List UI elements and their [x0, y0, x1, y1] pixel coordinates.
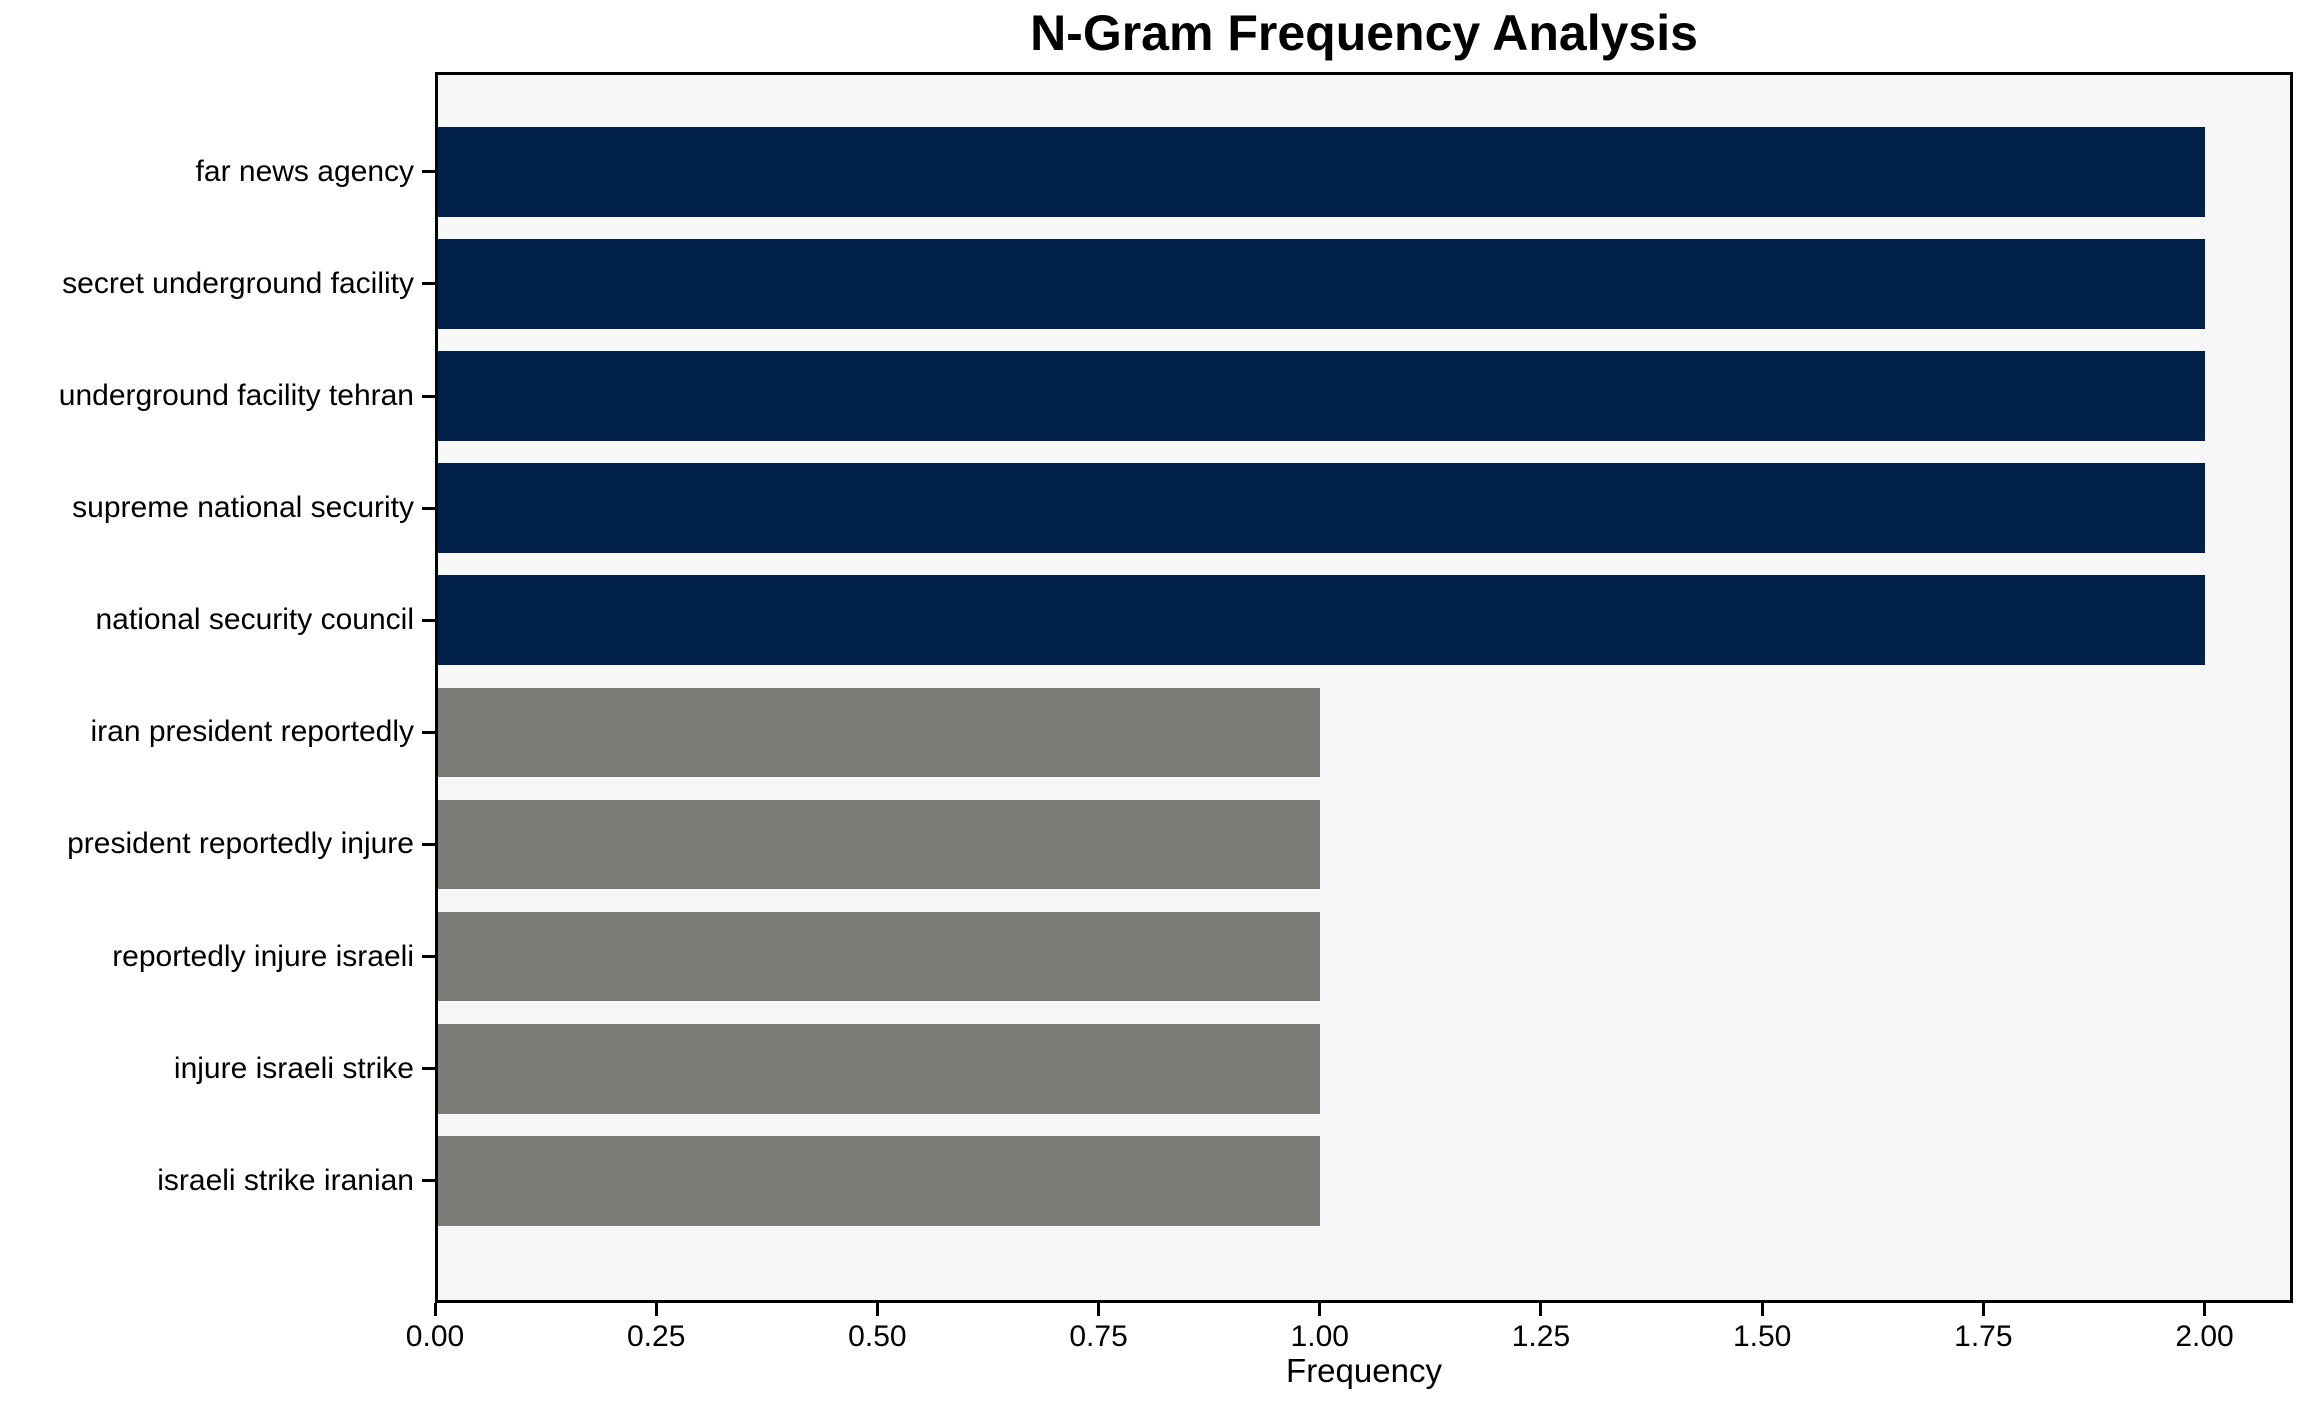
- x-tick-mark: [875, 1303, 879, 1316]
- y-tick-mark: [422, 394, 435, 398]
- bar: [435, 1135, 1320, 1226]
- bar: [435, 575, 2205, 666]
- bar: [435, 126, 2205, 217]
- x-tick-label: 0.50: [848, 1320, 907, 1353]
- x-tick-label: 1.00: [1290, 1320, 1349, 1353]
- y-tick-mark: [422, 1067, 435, 1071]
- y-tick-mark: [422, 170, 435, 174]
- y-tick-mark: [422, 730, 435, 734]
- y-tick-mark: [422, 506, 435, 510]
- x-tick-mark: [433, 1303, 437, 1316]
- x-tick-label: 1.75: [1954, 1320, 2013, 1353]
- bar: [435, 1023, 1320, 1114]
- y-tick-mark: [422, 842, 435, 846]
- x-tick-mark: [1539, 1303, 1543, 1316]
- y-tick-label: underground facility tehran: [58, 379, 414, 412]
- y-tick-label: reportedly injure israeli: [112, 939, 414, 973]
- x-tick-mark: [2203, 1303, 2207, 1316]
- y-tick-label: injure israeli strike: [173, 1051, 414, 1085]
- bar: [435, 911, 1320, 1002]
- x-tick-label: 1.25: [1511, 1320, 1571, 1353]
- bar: [435, 463, 2205, 553]
- y-tick-label: president reportedly injure: [67, 827, 414, 861]
- x-tick-mark: [1981, 1303, 1985, 1316]
- x-tick-label: 0.75: [1069, 1320, 1128, 1353]
- x-tick-label: 0.00: [405, 1320, 465, 1353]
- bar: [435, 351, 2205, 441]
- y-tick-mark: [422, 282, 435, 286]
- y-tick-label: iran president reportedly: [90, 715, 414, 749]
- x-tick-mark: [1318, 1303, 1322, 1316]
- x-tick-mark: [1097, 1303, 1101, 1316]
- chart-title: N-Gram Frequency Analysis: [1030, 5, 1698, 61]
- y-tick-mark: [422, 618, 435, 622]
- x-tick-label: 2.00: [2175, 1320, 2234, 1353]
- y-tick-label: far news agency: [195, 154, 414, 188]
- x-tick-label: 0.25: [626, 1320, 686, 1353]
- x-tick-mark: [654, 1303, 658, 1316]
- bar: [435, 239, 2205, 329]
- bar: [435, 799, 1320, 890]
- y-tick-mark: [422, 1179, 435, 1183]
- x-axis-title: Frequency: [1286, 1352, 1442, 1389]
- y-tick-label: supreme national security: [72, 491, 414, 525]
- y-tick-label: secret underground facility: [62, 266, 414, 300]
- y-tick-mark: [422, 955, 435, 959]
- y-tick-label: national security council: [95, 603, 414, 637]
- plot-area: [435, 72, 2293, 1303]
- x-tick-mark: [1760, 1303, 1764, 1316]
- bar: [435, 687, 1320, 778]
- x-tick-label: 1.50: [1732, 1320, 1792, 1353]
- y-tick-label: israeli strike iranian: [157, 1163, 414, 1197]
